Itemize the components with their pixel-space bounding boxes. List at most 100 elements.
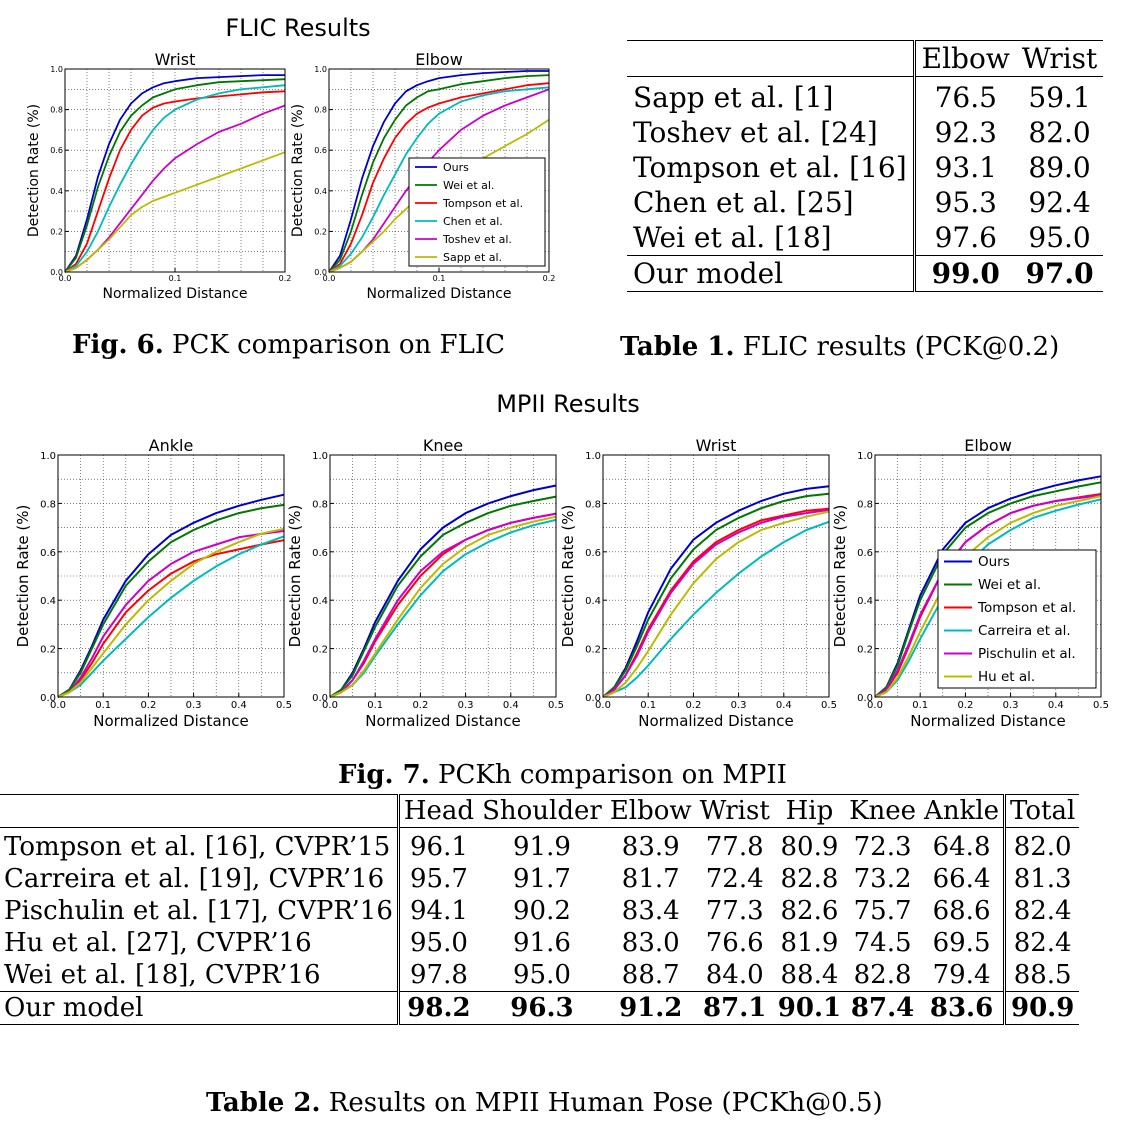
table-row: Carreira et al. [19], CVPR’16 95.7 91.7 81.… <box>0 863 1080 895</box>
method-cell: Tompson et al. [16], CVPR’15 <box>4 832 391 862</box>
y-tick-label: 0.6 <box>314 146 327 155</box>
chart-title: Elbow <box>415 50 463 69</box>
x-tick-label: 0.0 <box>867 700 883 711</box>
y-axis-label: Detection Rate (%) <box>559 505 577 648</box>
x-tick-label: 0.2 <box>685 700 701 711</box>
x-tick-label: 0.4 <box>231 700 247 711</box>
chart-title: Elbow <box>964 436 1012 455</box>
legend-box <box>408 157 546 267</box>
value-cell: 90.9 <box>1003 991 1080 1025</box>
y-tick-label: 0.0 <box>314 268 327 277</box>
y-tick-label: 0.6 <box>585 548 601 559</box>
value-cell: 75.7 <box>853 896 912 926</box>
method-cell: Chen et al. [25] <box>633 186 854 219</box>
chart-wrist: Wrist 0.0 0.1 0.2 0.0 0.2 0.4 0.6 0.8 1.0 Normaliz… <box>26 50 291 302</box>
chart-title: Knee <box>423 436 463 455</box>
value-cell: 94.1 <box>396 895 479 927</box>
legend-label: Sapp et al. <box>443 251 502 264</box>
column-header: Wrist <box>1015 40 1104 77</box>
x-tick-label: 0.5 <box>548 700 564 711</box>
value-cell: 83.4 <box>621 896 680 926</box>
y-tick-label: 1.0 <box>857 451 873 462</box>
table-row: Chen et al. [25] 95.3 92.4 <box>627 185 1103 220</box>
y-tick-label: 0.2 <box>50 227 63 236</box>
y-tick-label: 0.2 <box>857 645 873 656</box>
column-header: Hip <box>773 794 846 828</box>
series-line-pischulin-et-al <box>329 512 557 698</box>
series-line-wei-et-al <box>57 503 285 698</box>
x-tick-label: 0.0 <box>595 700 611 711</box>
series-line-tompson-et-al <box>57 539 285 698</box>
value-cell: 82.0 <box>1028 116 1091 149</box>
value-cell: 96.3 <box>478 991 606 1025</box>
y-tick-label: 0.2 <box>314 227 327 236</box>
flic-suptitle: FLIC Results <box>225 14 371 42</box>
x-tick-label: 0.2 <box>957 700 973 711</box>
value-cell: 82.6 <box>780 896 839 926</box>
chart-ankle: Ankle 0.0 0.1 0.2 0.3 0.4 0.5 0.0 0.2 0.4 0.6 0.8 1.… <box>14 436 292 730</box>
x-tick-label: 0.1 <box>640 700 656 711</box>
value-cell: 92.3 <box>912 115 1016 150</box>
table1: Elbow Wrist Sapp et al. [1] 76.5 59.1 Toshev … <box>627 40 1104 292</box>
table1-caption: Table 1. FLIC results (PCK@0.2) <box>620 332 1060 362</box>
x-tick-label: 0.1 <box>433 274 446 283</box>
value-cell: 99.0 <box>912 255 1016 292</box>
x-tick-label: 0.4 <box>503 700 519 711</box>
y-axis-label: Detection Rate (%) <box>26 104 42 237</box>
y-tick-label: 0.2 <box>585 645 601 656</box>
table2-caption: Table 2. Results on MPII Human Pose (PCK… <box>206 1088 883 1118</box>
x-tick-label: 0.1 <box>367 700 383 711</box>
fig6-caption: Fig. 6. PCK comparison on FLIC <box>72 330 506 360</box>
y-tick-label: 0.4 <box>857 596 873 607</box>
x-tick-label: 0.1 <box>912 700 928 711</box>
y-tick-label: 0.6 <box>312 548 328 559</box>
value-cell: 91.2 <box>605 991 696 1025</box>
value-cell: 83.0 <box>621 928 680 958</box>
series-line-chen-et-al <box>64 84 286 273</box>
y-axis-label: Detection Rate (%) <box>14 505 32 648</box>
legend-label: Toshev et al. <box>442 233 512 246</box>
method-cell: Our model <box>0 991 399 1025</box>
x-tick-label: 0.2 <box>279 274 292 283</box>
value-cell: 88.5 <box>1003 959 1080 992</box>
series-line-wei-et-al <box>874 481 1102 698</box>
chart-title: Ankle <box>149 436 194 455</box>
series-line-wei-et-al <box>329 495 557 698</box>
value-cell: 69.5 <box>932 928 991 958</box>
chart-elbow: Elbow 0.0 0.1 0.2 0.3 0.4 0.5 0.0 0.2 0.4 0.6 0.8 1.… <box>831 436 1109 730</box>
x-tick-label: 0.2 <box>543 274 556 283</box>
value-cell: 68.6 <box>932 896 991 926</box>
y-axis-label: Detection Rate (%) <box>290 104 306 237</box>
legend-label: Chen et al. <box>443 215 503 228</box>
x-tick-label: 0.1 <box>95 700 111 711</box>
legend-label: Tompson et al. <box>442 197 523 210</box>
series-line-wei-et-al <box>328 74 550 273</box>
method-cell: Toshev et al. [24] <box>633 116 878 149</box>
y-tick-label: 0.4 <box>585 596 601 607</box>
legend-label: Tompson et al. <box>977 600 1076 616</box>
x-tick-label: 0.3 <box>1003 700 1019 711</box>
series-line-sapp-et-al <box>64 151 286 273</box>
value-cell: 82.4 <box>1003 895 1080 927</box>
column-header: Head <box>396 794 479 828</box>
table-row: Hu et al. [27], CVPR’16 95.0 91.6 83.0 76.6 8… <box>0 927 1080 959</box>
mpii-figure: Ankle 0.0 0.1 0.2 0.3 0.4 0.5 0.0 0.2 0.4 0.6 0.8 1.… <box>14 436 1109 730</box>
value-cell: 81.3 <box>1003 863 1080 895</box>
y-tick-label: 0.8 <box>585 499 601 510</box>
method-cell: Sapp et al. [1] <box>633 81 834 114</box>
value-cell: 73.2 <box>853 864 912 894</box>
value-cell: 79.4 <box>932 960 991 990</box>
chart-knee: Knee 0.0 0.1 0.2 0.3 0.4 0.5 0.0 0.2 0.4 0.6 0.8 1.0… <box>286 436 564 730</box>
table-row: Toshev et al. [24] 92.3 82.0 <box>627 115 1103 150</box>
series-line-tompson-et-al <box>64 90 286 273</box>
value-cell: 83.6 <box>920 991 1005 1025</box>
value-cell: 95.0 <box>1028 221 1091 254</box>
table-row: Wei et al. [18], CVPR’16 97.8 95.0 88.7 84.0… <box>0 959 1080 992</box>
column-header: Shoulder <box>478 794 606 828</box>
chart-title: Wrist <box>696 436 737 455</box>
y-tick-label: 0.0 <box>585 693 601 704</box>
method-cell: Hu et al. [27], CVPR’16 <box>4 928 312 958</box>
value-cell: 82.8 <box>780 864 839 894</box>
header-corner <box>0 794 399 828</box>
y-tick-label: 0.8 <box>50 106 63 115</box>
